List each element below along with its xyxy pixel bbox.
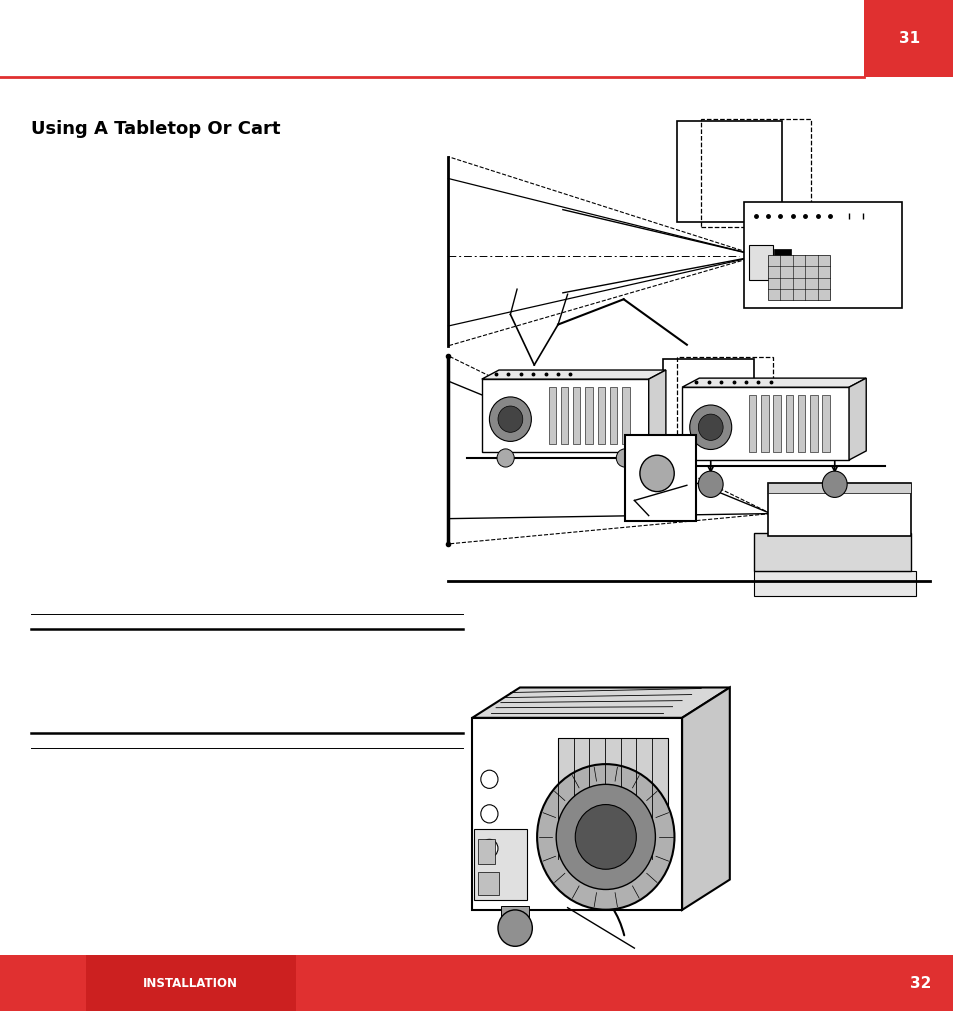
Bar [785, 395, 792, 452]
Circle shape [480, 839, 497, 857]
Bar [797, 395, 804, 452]
Bar [760, 395, 768, 452]
Bar [662, 359, 753, 445]
Circle shape [821, 471, 846, 497]
Bar [0, 955, 953, 1011]
Circle shape [497, 406, 522, 433]
Bar [767, 483, 910, 536]
Bar [677, 357, 772, 450]
Bar [753, 571, 915, 596]
Bar [624, 435, 696, 521]
Polygon shape [681, 378, 865, 387]
Polygon shape [481, 379, 648, 452]
Bar [863, 0, 953, 77]
Bar [773, 249, 790, 277]
Bar [767, 483, 910, 493]
Circle shape [497, 910, 532, 946]
Polygon shape [681, 687, 729, 910]
Bar [609, 387, 617, 444]
Circle shape [489, 397, 531, 442]
Bar [86, 955, 295, 1011]
Polygon shape [648, 370, 665, 452]
Bar [748, 245, 772, 280]
Circle shape [480, 805, 497, 823]
Circle shape [689, 405, 731, 450]
Bar [477, 839, 495, 864]
Polygon shape [481, 370, 665, 379]
Bar [773, 395, 780, 452]
Bar [621, 387, 629, 444]
Circle shape [556, 785, 655, 890]
Bar [700, 119, 810, 227]
Text: Using A Tabletop Or Cart: Using A Tabletop Or Cart [30, 120, 280, 139]
Bar [767, 255, 829, 300]
Circle shape [537, 764, 674, 910]
Polygon shape [681, 387, 848, 460]
Bar [477, 872, 498, 895]
Bar [500, 906, 529, 928]
Bar [558, 738, 667, 859]
Bar [743, 202, 901, 308]
Bar [573, 387, 579, 444]
Bar [560, 387, 568, 444]
Polygon shape [848, 378, 865, 460]
Text: 31: 31 [898, 31, 919, 45]
Circle shape [575, 805, 636, 869]
Bar [821, 395, 829, 452]
Polygon shape [472, 687, 729, 718]
Bar [748, 395, 756, 452]
Circle shape [616, 449, 633, 467]
Bar [677, 121, 781, 222]
Circle shape [698, 471, 722, 497]
Text: 32: 32 [909, 976, 930, 991]
Bar [597, 387, 604, 444]
Bar [753, 533, 910, 571]
Circle shape [480, 770, 497, 789]
Bar [548, 387, 556, 444]
Circle shape [497, 449, 514, 467]
Bar [809, 395, 817, 452]
Bar [474, 829, 526, 900]
Polygon shape [472, 718, 681, 910]
Bar [585, 387, 592, 444]
Text: INSTALLATION: INSTALLATION [143, 977, 238, 990]
Circle shape [639, 455, 674, 491]
Circle shape [698, 415, 722, 441]
